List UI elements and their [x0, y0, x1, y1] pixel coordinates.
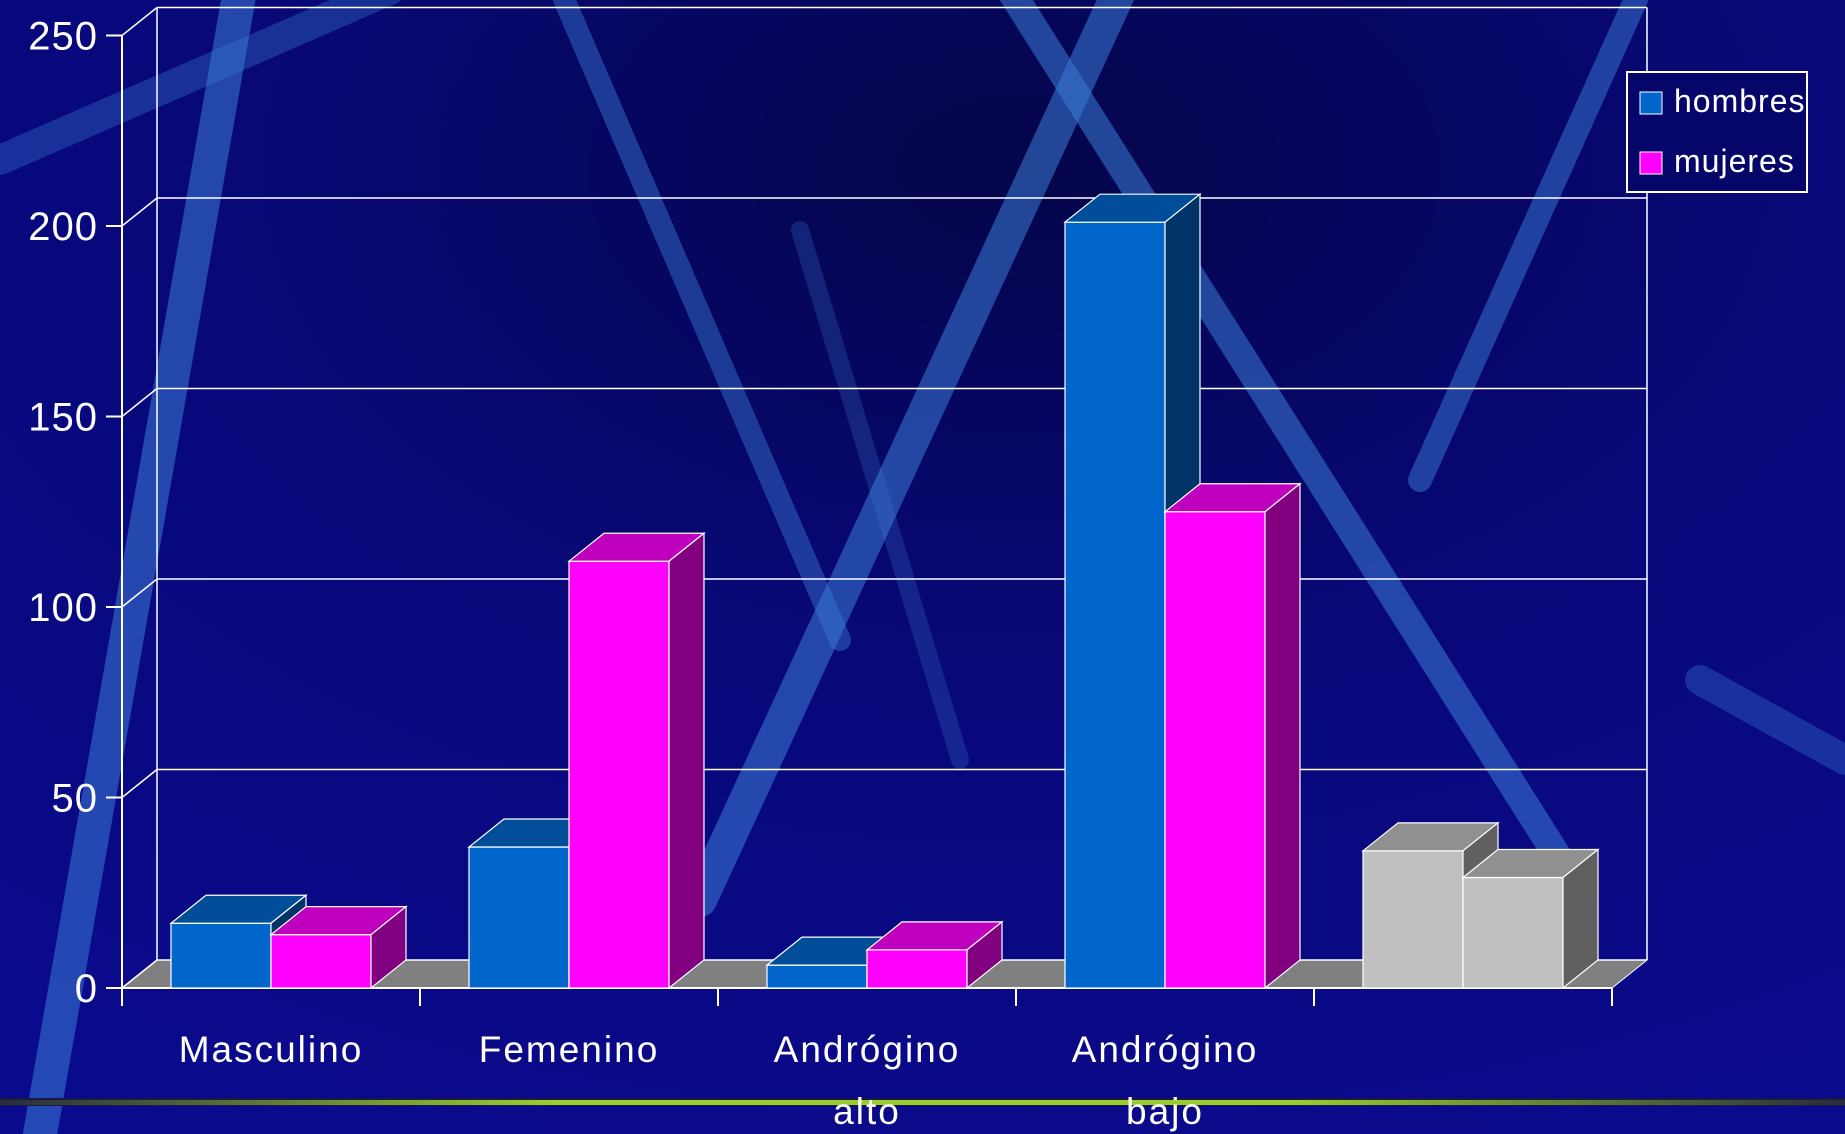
background-streak: [999, 0, 1574, 874]
x-category-label: Andrógino: [1072, 1029, 1259, 1070]
legend: hombres mujeres: [1626, 71, 1808, 193]
x-category-label: Masculino: [179, 1029, 364, 1070]
y-tick-label: 250: [28, 15, 98, 59]
side-gridline: [121, 768, 158, 799]
background-streak: [791, 221, 969, 769]
bar-mujeres: [865, 920, 1004, 990]
bar-side: [1264, 482, 1301, 990]
y-tick-label: 100: [28, 586, 98, 630]
side-gridline: [121, 387, 158, 418]
bar-side: [668, 532, 705, 990]
side-gridline: [121, 6, 158, 37]
bar-front: [1462, 876, 1564, 989]
accent-line: [0, 1100, 1845, 1105]
background-streak: [23, 0, 256, 1134]
bar-mujeres: [269, 905, 408, 990]
y-tick-label: 50: [52, 777, 99, 821]
bar-front: [170, 922, 272, 989]
bar-front: [468, 846, 570, 989]
bar-side: [966, 920, 1003, 990]
background-streak: [0, 0, 402, 175]
x-category-label: Femenino: [479, 1029, 660, 1070]
bar-mujeres: [1461, 848, 1600, 990]
y-tick-label: 150: [28, 396, 98, 440]
y-tick-label: 0: [75, 967, 98, 1011]
x-category-label: alto: [833, 1091, 901, 1132]
background-streak: [552, 0, 851, 651]
x-category-label: Andrógino: [774, 1029, 961, 1070]
background-streak: [1408, 0, 1649, 492]
bar-mujeres: [1163, 482, 1302, 990]
bar-front: [1064, 221, 1166, 989]
bar-front: [568, 560, 670, 989]
background-streak: [683, 0, 1135, 917]
bar-front: [1164, 511, 1266, 989]
legend-label-mujeres: mujeres: [1674, 143, 1795, 179]
side-gridline: [121, 197, 158, 227]
background-streak: [1685, 665, 1845, 775]
bar-mujeres: [567, 532, 706, 990]
legend-label-hombres: hombres: [1674, 83, 1806, 119]
side-gridline: [121, 959, 158, 989]
bar-side: [1562, 848, 1599, 990]
bar-side: [370, 905, 407, 990]
x-category-label: bajo: [1126, 1091, 1204, 1132]
y-tick-label: 200: [28, 205, 98, 249]
bar-front: [866, 949, 968, 989]
bar-front: [1362, 850, 1464, 989]
bar-front: [270, 934, 372, 989]
bar-front: [766, 964, 868, 989]
side-gridline: [121, 578, 158, 608]
legend-swatch-hombres: [1639, 91, 1663, 115]
legend-swatch-mujeres: [1639, 151, 1663, 175]
